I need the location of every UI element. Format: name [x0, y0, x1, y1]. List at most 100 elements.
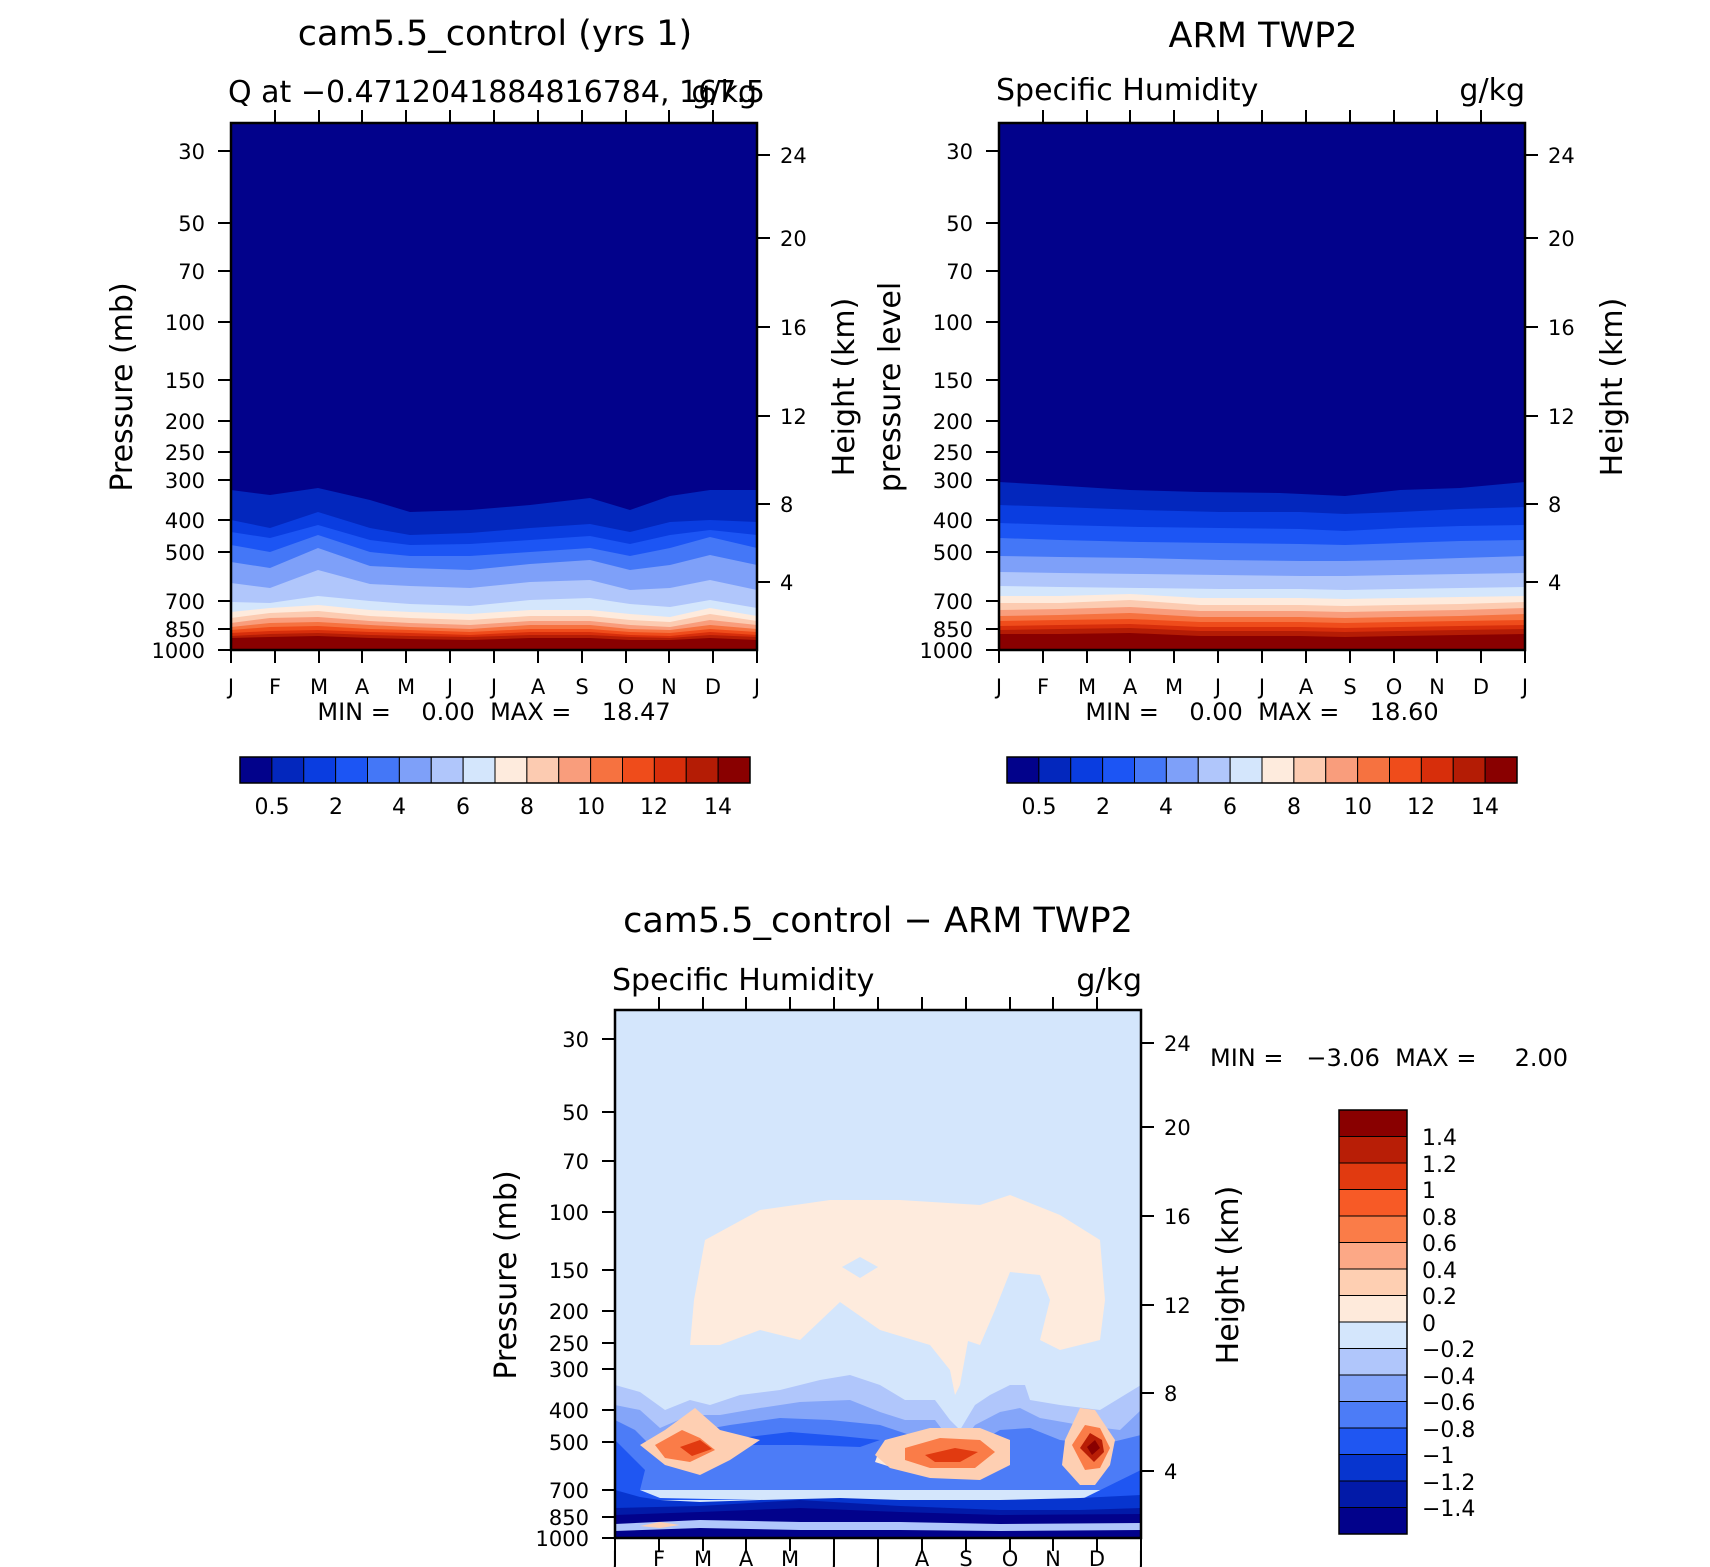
colorbar-swatch: [1293, 756, 1327, 784]
svg-text:16: 16: [1164, 1205, 1191, 1229]
svg-text:0: 0: [1422, 1312, 1436, 1337]
svg-text:8: 8: [780, 493, 793, 517]
colorbar-swatch: [1038, 756, 1072, 784]
humidity-contour-fill: [999, 482, 1525, 650]
svg-text:400: 400: [933, 509, 973, 533]
svg-text:J: J: [873, 1547, 881, 1567]
svg-text:A: A: [739, 1547, 754, 1567]
variable-label: Q at −0.4712041884816784, 167.5: [228, 75, 765, 110]
height-axis-title: Height (km): [1211, 1186, 1246, 1365]
svg-text:J: J: [610, 1547, 618, 1567]
month-ticks: [230, 110, 758, 663]
colorbar-swatch: [1070, 756, 1104, 784]
svg-text:−1.2: −1.2: [1422, 1471, 1475, 1496]
svg-text:700: 700: [933, 590, 973, 614]
svg-text:70: 70: [178, 260, 205, 284]
svg-text:−1.4: −1.4: [1422, 1497, 1475, 1522]
svg-text:30: 30: [178, 140, 205, 164]
colorbar: 0.5 2 4 6 8 10 12 14: [1006, 756, 1518, 820]
svg-text:M: M: [1165, 675, 1183, 699]
svg-text:4: 4: [1164, 1460, 1177, 1484]
panel-observations: ARM TWP2 Specific Humidity g/kg: [873, 16, 1630, 820]
svg-text:500: 500: [165, 541, 205, 565]
colorbar-swatches: [1338, 1109, 1408, 1535]
svg-text:0.8: 0.8: [1422, 1206, 1457, 1231]
svg-text:300: 300: [933, 469, 973, 493]
svg-text:10: 10: [1344, 795, 1372, 820]
svg-text:8: 8: [1164, 1382, 1177, 1406]
svg-text:N: N: [1045, 1547, 1061, 1567]
svg-text:J: J: [1136, 1547, 1144, 1567]
svg-text:850: 850: [165, 618, 205, 642]
colorbar-swatch: [1261, 756, 1295, 784]
colorbar-swatch: [1338, 1242, 1408, 1270]
colorbar-swatch: [1338, 1215, 1408, 1243]
svg-text:F: F: [653, 1547, 665, 1567]
svg-text:N: N: [661, 675, 677, 699]
colorbar-swatch: [239, 756, 273, 784]
svg-text:0.4: 0.4: [1422, 1259, 1457, 1284]
pressure-ticks: [986, 150, 999, 651]
colorbar-swatch: [462, 756, 496, 784]
svg-text:M: M: [1078, 675, 1096, 699]
svg-text:F: F: [269, 675, 281, 699]
colorbar-swatch: [303, 756, 337, 784]
height-tick-labels: 4 8 12 16 20 24: [780, 144, 807, 595]
svg-text:30: 30: [562, 1028, 589, 1052]
svg-text:J: J: [226, 675, 234, 699]
svg-text:A: A: [531, 675, 546, 699]
svg-text:250: 250: [933, 441, 973, 465]
svg-text:2: 2: [1096, 795, 1110, 820]
colorbar-swatch: [494, 756, 528, 784]
height-ticks: [757, 154, 770, 583]
pressure-axis-title: Pressure (mb): [489, 1170, 524, 1379]
colorbar-swatch: [1338, 1109, 1408, 1137]
svg-text:−0.2: −0.2: [1422, 1338, 1475, 1363]
colorbar-swatches: [1006, 756, 1518, 784]
min-max-stats: MIN = −3.06 MAX = 2.00: [1210, 1044, 1568, 1072]
svg-text:−0.4: −0.4: [1422, 1365, 1475, 1390]
svg-text:700: 700: [549, 1479, 589, 1503]
svg-text:20: 20: [780, 227, 807, 251]
height-axis: Height (km) 4 8 12 16 20 24: [1141, 1032, 1246, 1484]
svg-text:1000: 1000: [536, 1527, 589, 1551]
svg-text:50: 50: [178, 212, 205, 236]
svg-text:4: 4: [1159, 795, 1173, 820]
svg-text:20: 20: [1548, 227, 1575, 251]
svg-text:12: 12: [1548, 405, 1575, 429]
panel-title: ARM TWP2: [1169, 16, 1358, 56]
panel-model: cam5.5_control (yrs 1) Q at −0.471204188…: [105, 14, 862, 820]
colorbar-swatch: [271, 756, 305, 784]
svg-text:850: 850: [549, 1506, 589, 1530]
svg-text:M: M: [694, 1547, 712, 1567]
svg-text:D: D: [705, 675, 721, 699]
svg-text:400: 400: [549, 1399, 589, 1423]
panel-difference: cam5.5_control − ARM TWP2 Specific Humid…: [489, 901, 1568, 1567]
svg-text:M: M: [397, 675, 415, 699]
variable-label: Specific Humidity: [612, 963, 874, 998]
svg-text:12: 12: [1407, 795, 1435, 820]
panel-title: cam5.5_control (yrs 1): [298, 14, 692, 54]
colorbar-swatch: [1338, 1480, 1408, 1508]
svg-text:200: 200: [549, 1300, 589, 1324]
svg-text:100: 100: [165, 311, 205, 335]
panel-title: cam5.5_control − ARM TWP2: [623, 901, 1133, 941]
colorbar: 1.41.210.80.60.40.20−0.2−0.4−0.6−0.8−1−1…: [1338, 1109, 1475, 1535]
svg-text:6: 6: [456, 795, 470, 820]
svg-text:150: 150: [165, 369, 205, 393]
colorbar-swatch: [335, 756, 368, 784]
svg-text:A: A: [355, 675, 370, 699]
colorbar-labels: 0.5 2 4 6 8 10 12 14: [255, 795, 733, 820]
colorbar-swatch: [1338, 1348, 1408, 1376]
svg-text:12: 12: [640, 795, 668, 820]
colorbar-swatch: [1338, 1507, 1408, 1535]
month-ticks: [614, 997, 1142, 1551]
svg-text:4: 4: [780, 571, 793, 595]
colorbar-frame: [1338, 1109, 1408, 1535]
plot-area: [613, 1008, 1143, 1540]
